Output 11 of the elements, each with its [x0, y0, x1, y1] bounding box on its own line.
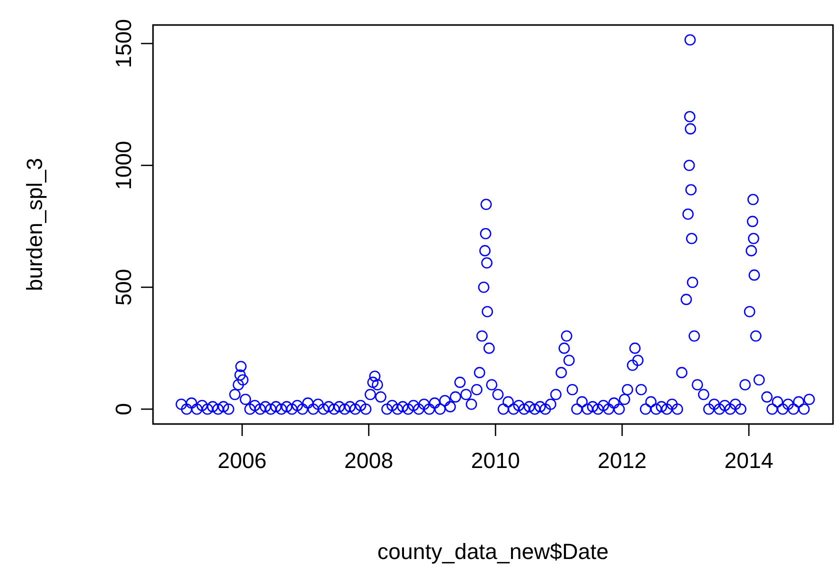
y-tick-label: 1500	[111, 19, 136, 68]
y-axis-title: burden_spl_3	[22, 158, 47, 292]
x-tick-label: 2012	[598, 448, 647, 473]
x-tick-label: 2010	[471, 448, 520, 473]
y-tick-label: 0	[111, 403, 136, 416]
x-tick-label: 2006	[218, 448, 267, 473]
x-tick-label: 2014	[724, 448, 774, 473]
x-tick-label: 2008	[344, 448, 394, 473]
y-tick-label: 1000	[111, 140, 136, 190]
y-tick-label: 500	[111, 268, 136, 306]
x-axis-title: county_data_new$Date	[377, 539, 609, 564]
